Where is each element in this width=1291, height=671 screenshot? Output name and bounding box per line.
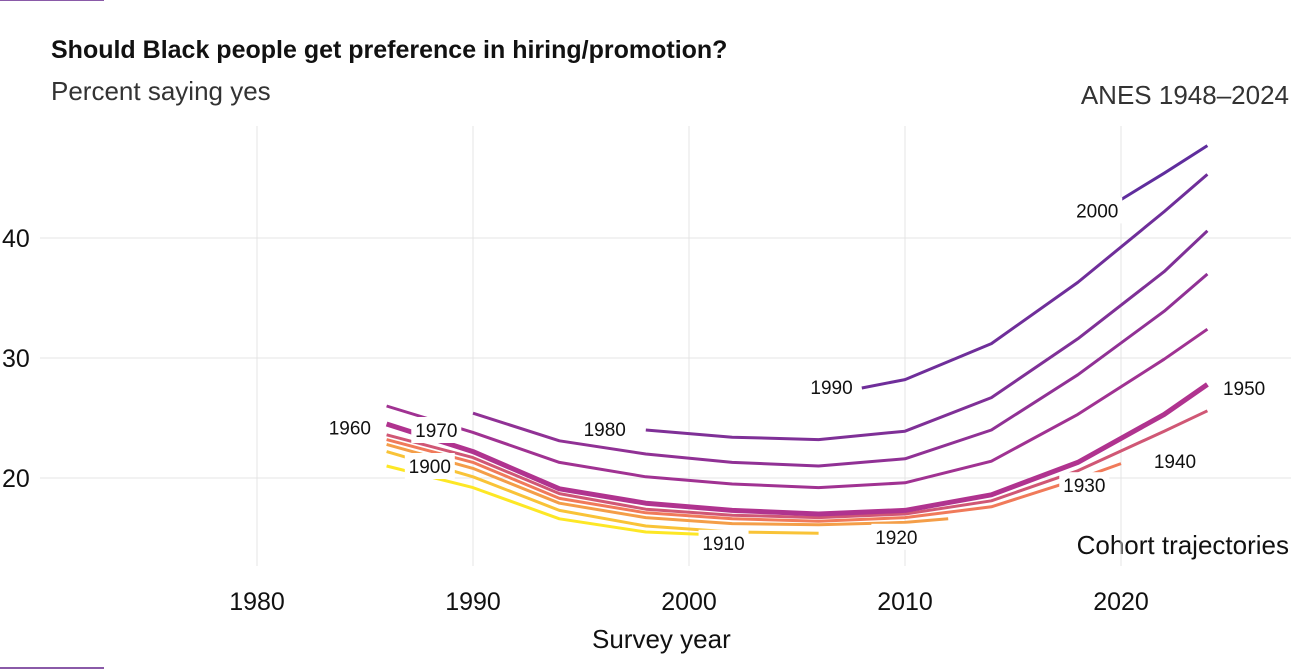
corner-mark-top bbox=[0, 0, 104, 1]
cohort-label-1910: 1910 bbox=[702, 534, 744, 555]
cohort-label-bg-1940 bbox=[1150, 448, 1200, 475]
cohort-line-1970 bbox=[472, 272, 1209, 468]
cohort-label-bg-1980 bbox=[579, 415, 630, 442]
cohort-line-1960 bbox=[386, 327, 1209, 490]
cohort-label-bg-1910 bbox=[698, 529, 749, 556]
y-tick-label-20: 20 bbox=[2, 465, 30, 493]
cohort-line-1900 bbox=[386, 464, 733, 538]
cohort-lines bbox=[385, 144, 1209, 538]
cohort-label-1930: 1930 bbox=[1063, 476, 1105, 497]
x-tick-label-1980: 1980 bbox=[229, 588, 285, 616]
x-tick-label-2020: 2020 bbox=[1093, 588, 1149, 616]
cohort-label-1920: 1920 bbox=[875, 528, 917, 549]
cohort-label-bg-1950 bbox=[1219, 375, 1270, 401]
cohort-label-bg-1970 bbox=[411, 417, 462, 443]
cohort-label-1950: 1950 bbox=[1223, 379, 1265, 400]
cohort-label-bg-1930 bbox=[1059, 472, 1110, 499]
cohort-label-1900: 1900 bbox=[409, 457, 451, 478]
source-label: ANES 1948–2024 bbox=[1080, 80, 1289, 110]
cohort-label-bg-1990 bbox=[806, 373, 857, 400]
cohort-label-2000: 2000 bbox=[1076, 201, 1118, 222]
cohort-line-1940 bbox=[386, 409, 1209, 520]
y-tick-label-40: 40 bbox=[2, 225, 30, 253]
cohort-line-1980 bbox=[645, 229, 1209, 442]
corner-mark-bottom bbox=[0, 667, 104, 669]
cohort-label-bg-2000 bbox=[1072, 197, 1123, 224]
cohort-label-bg-1960 bbox=[324, 414, 375, 441]
cohort-line-1930 bbox=[386, 438, 1122, 523]
cohort-label-1980: 1980 bbox=[584, 420, 626, 441]
chart-title: Should Black people get preference in hi… bbox=[51, 36, 728, 64]
cohort-label-bg-1900 bbox=[404, 453, 455, 479]
cohort-label-1990: 1990 bbox=[810, 378, 852, 399]
cohort-line-1990 bbox=[861, 173, 1209, 390]
cohort-line-2000 bbox=[1120, 144, 1209, 201]
cohort-label-1940: 1940 bbox=[1154, 452, 1196, 473]
x-tick-label-2000: 2000 bbox=[661, 588, 717, 616]
cohort-line-1920 bbox=[386, 442, 949, 527]
x-axis-label: Survey year bbox=[592, 624, 731, 654]
cohort-line-1950 bbox=[385, 382, 1209, 517]
cohort-label-1960: 1960 bbox=[329, 419, 371, 440]
cohort-label-1970: 1970 bbox=[415, 421, 457, 442]
x-tick-label-2010: 2010 bbox=[877, 588, 933, 616]
grid bbox=[40, 126, 1291, 566]
y-tick-label-30: 30 bbox=[2, 345, 30, 373]
legend-note: Cohort trajectories bbox=[1076, 530, 1289, 560]
x-tick-label-1990: 1990 bbox=[445, 588, 501, 616]
cohort-labels: 1900 1910 1920 1930 1940 1950 1960 1970 1980 1990… bbox=[324, 197, 1270, 556]
chart-subtitle: Percent saying yes bbox=[51, 76, 271, 106]
cohort-label-bg-1920 bbox=[871, 523, 922, 550]
